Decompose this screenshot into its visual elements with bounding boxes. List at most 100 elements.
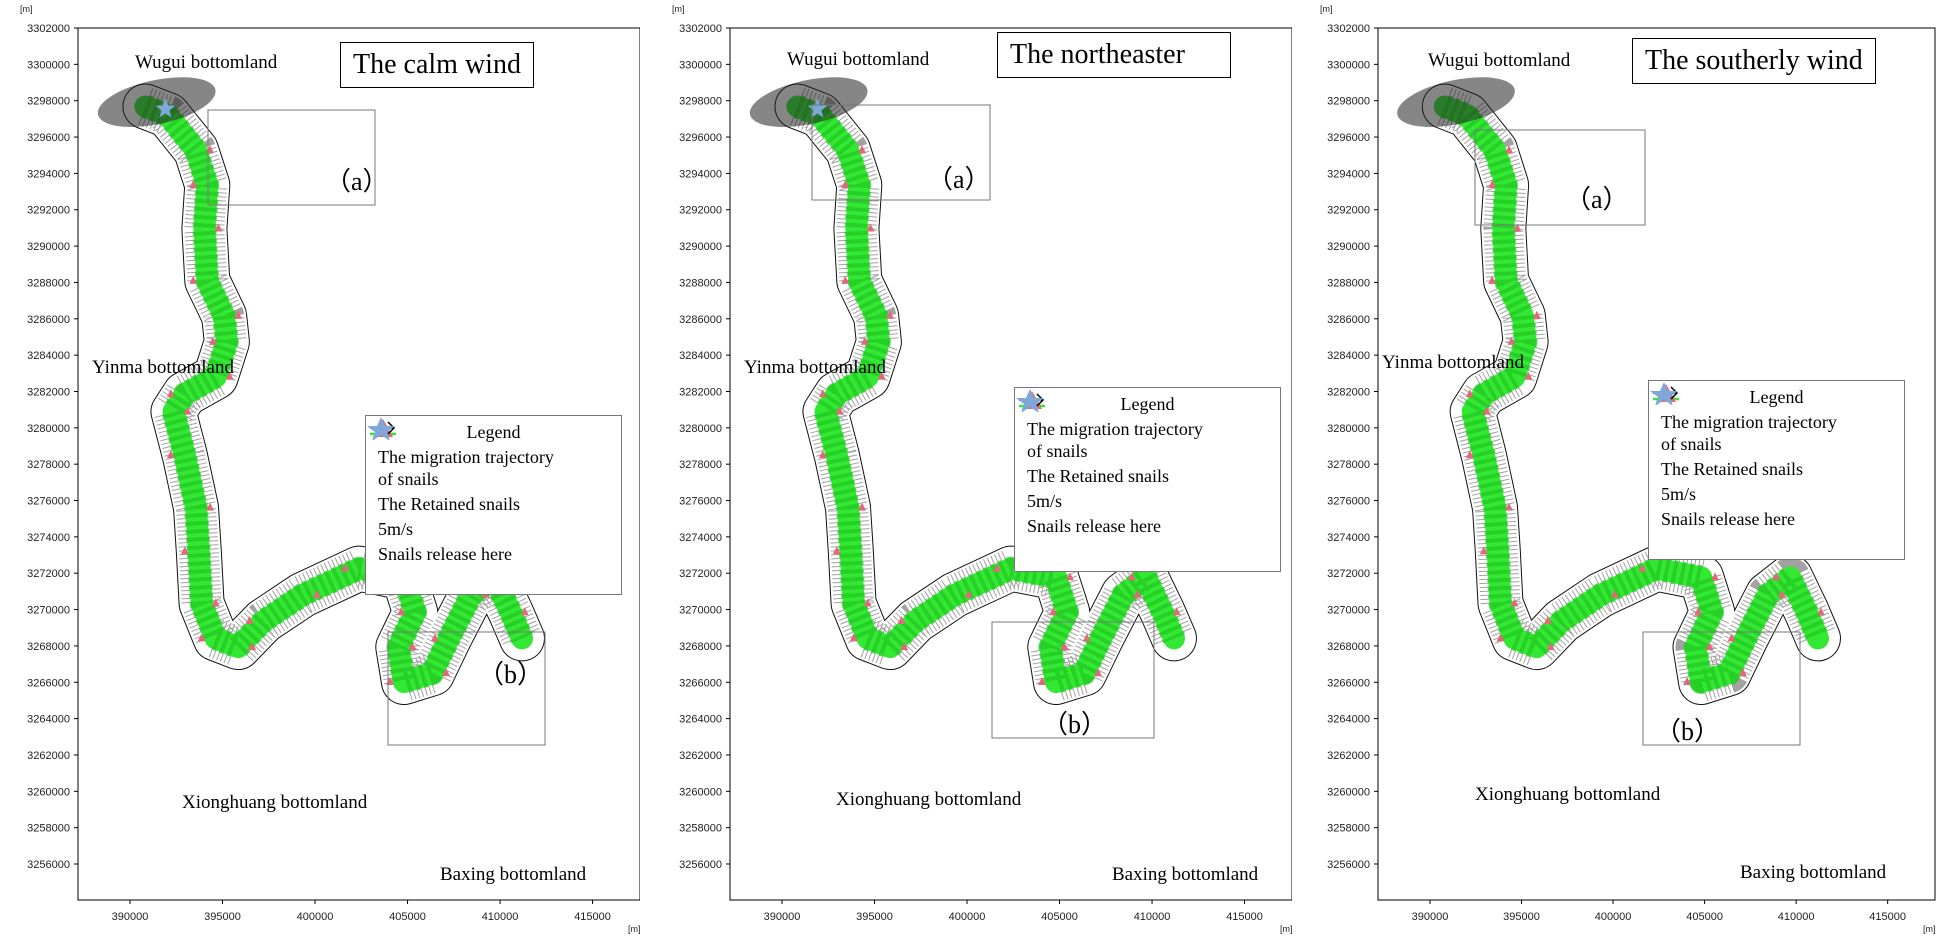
retained-snail-marker (183, 406, 192, 415)
y-tick-label: 3282000 (1327, 386, 1370, 398)
legend-release-label: Snails release here (1661, 509, 1795, 529)
retained-snail-marker (1133, 589, 1142, 598)
legend-retained-label: The Retained snails (1661, 459, 1803, 479)
y-tick-label: 3288000 (679, 277, 722, 289)
retained-snail-marker (1094, 668, 1103, 677)
retained-snail-marker (1172, 607, 1181, 616)
place-label-xionghuang: Xionghuang bottomland (182, 792, 368, 813)
retained-snail-marker (1543, 615, 1552, 624)
inset-box-a (207, 109, 376, 206)
x-tick-label: 415000 (1869, 911, 1906, 923)
retained-snail-marker (1504, 145, 1513, 154)
place-label-wugui: Wugui bottomland (1428, 50, 1571, 71)
y-tick-label: 3264000 (27, 714, 70, 726)
legend-release-label: Snails release here (378, 544, 512, 564)
y-tick-label: 3264000 (1327, 714, 1370, 726)
retained-snail-marker (858, 502, 867, 511)
y-tick-label: 3270000 (1327, 605, 1370, 617)
retained-snail-marker (1694, 607, 1703, 616)
map-panel-calm-wind: [m] [m] 3302000 3300000 3298000 3296000 329400… (0, 0, 640, 942)
x-tick-label: 400000 (949, 911, 986, 923)
retained-snail-marker (1510, 598, 1519, 607)
y-tick-label: 3270000 (27, 605, 70, 617)
inset-label-b: （b） (478, 660, 543, 689)
y-tick-label: 3256000 (1327, 859, 1370, 871)
inset-label-a: （a） (927, 165, 991, 194)
y-axis-unit: [m] (20, 4, 33, 14)
x-tick-label: 410000 (1134, 911, 1171, 923)
y-tick-label: 3264000 (679, 714, 722, 726)
y-tick-label: 3302000 (27, 23, 70, 35)
legend-title: Legend (1749, 387, 1804, 407)
y-tick-label: 3298000 (27, 96, 70, 108)
y-tick-label: 3300000 (27, 59, 70, 71)
y-tick-label: 3258000 (1327, 823, 1370, 835)
y-tick-label: 3286000 (1327, 314, 1370, 326)
legend-arrow-label: 5m/s (378, 519, 414, 539)
retained-snail-marker (245, 615, 254, 624)
legend-box: Legend The migration trajectory of snails… (1648, 380, 1905, 560)
map-panel-northeaster: [m] [m] 3302000 3300000 3298000 3296000 329400… (652, 0, 1292, 942)
retained-snail-marker (1037, 677, 1046, 685)
retained-snail-marker (964, 589, 973, 598)
inset-box-b (1642, 631, 1801, 746)
place-label-yinma: Yinma bottomland (92, 357, 234, 378)
inset-box-b (991, 621, 1155, 739)
retained-snail-marker (1065, 572, 1074, 581)
snail-trajectory-dashes (141, 95, 534, 694)
retained-snail-marker (214, 223, 223, 232)
y-tick-label: 3302000 (679, 23, 722, 35)
panel-title: The northeaster (997, 32, 1231, 78)
retained-snail-marker (832, 546, 841, 555)
place-label-wugui: Wugui bottomland (787, 49, 930, 70)
legend-item-arrow: 5m/s (370, 421, 621, 540)
legend-item-retained: The Retained snails (373, 419, 621, 515)
star-icon (1016, 389, 1044, 412)
retained-snail-marker (1705, 642, 1714, 651)
retained-snail-marker (1727, 633, 1736, 642)
place-label-xionghuang: Xionghuang bottomland (836, 789, 1022, 810)
retained-snail-marker (166, 389, 175, 398)
legend-item-retained: The Retained snails (1656, 384, 1904, 480)
y-tick-label: 3298000 (679, 96, 722, 108)
y-tick-label: 3258000 (679, 823, 722, 835)
y-tick-label: 3300000 (1327, 59, 1370, 71)
legend-item-retained: The Retained snails (1022, 391, 1280, 487)
map-canvas: [m] [m] 3302000 3300000 3298000 3296000 329400… (20, 4, 640, 934)
place-label-baxing: Baxing bottomland (1112, 864, 1259, 885)
retained-snail-marker (1479, 546, 1488, 555)
retained-snail-marker (841, 179, 850, 188)
y-tick-label: 3274000 (1327, 532, 1370, 544)
y-tick-label: 3280000 (1327, 423, 1370, 435)
y-tick-label: 3266000 (679, 677, 722, 689)
retained-snail-marker (841, 275, 850, 284)
retained-snail-marker (1777, 589, 1786, 598)
place-label-yinma: Yinma bottomland (744, 357, 886, 378)
retained-snail-marker (1488, 275, 1497, 284)
legend-item-release: Snails release here (1016, 389, 1280, 537)
retained-snail-marker (189, 179, 198, 188)
wugui-flow-field (97, 77, 216, 127)
y-tick-label: 3284000 (679, 350, 722, 362)
retained-snail-marker (166, 450, 175, 459)
inset-box-a (811, 104, 991, 201)
panel-title: The southerly wind (1632, 38, 1876, 84)
y-tick-label: 3294000 (27, 168, 70, 180)
y-tick-label: 3272000 (1327, 568, 1370, 580)
retained-snail-marker (430, 633, 439, 642)
y-tick-label: 3296000 (27, 132, 70, 144)
inset-label-a: （a） (1565, 185, 1629, 214)
y-tick-label: 3298000 (1327, 96, 1370, 108)
place-label-wugui: Wugui bottomland (135, 52, 278, 73)
retained-snail-marker (1049, 607, 1058, 616)
retained-snail-marker (1513, 223, 1522, 232)
y-tick-label: 3278000 (27, 459, 70, 471)
retained-snail-marker (1738, 668, 1747, 677)
y-tick-label: 3284000 (27, 350, 70, 362)
y-tick-label: 3292000 (27, 205, 70, 217)
retained-snail-marker (860, 336, 869, 345)
y-tick-label: 3292000 (1327, 205, 1370, 217)
retained-snail-marker (1683, 677, 1692, 685)
retained-snail-marker (248, 642, 257, 651)
retained-snail-marker (1546, 642, 1555, 651)
